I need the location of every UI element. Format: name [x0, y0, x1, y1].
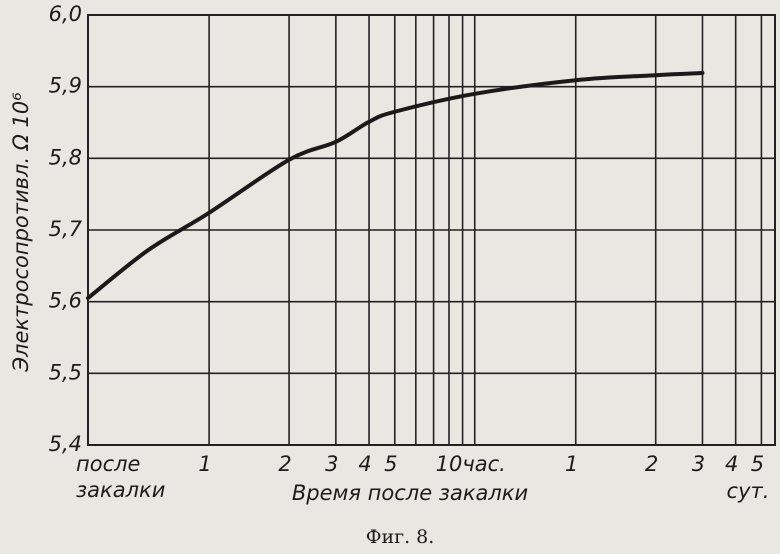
chart-title: Фиг. 8.: [366, 526, 435, 548]
y-tick-label: 5,9: [49, 74, 82, 98]
y-tick-label: 6,0: [49, 2, 82, 26]
y-tick-label: 5,5: [49, 360, 82, 384]
x-tick-label: после закалки: [76, 452, 165, 502]
x-tick-label: 10час.: [436, 452, 506, 476]
x-tick-label: 3: [325, 452, 338, 476]
y-axis-label: Электросопротивл. Ω 10⁶: [9, 92, 33, 372]
x-tick-label: 5: [751, 452, 764, 476]
data-line: [86, 71, 705, 301]
y-tick-label: 5,8: [49, 145, 82, 169]
plot-frame: [87, 14, 776, 446]
x-tick-label: 4: [358, 452, 371, 476]
y-tick-label: 5,4: [49, 432, 82, 456]
x-axis-label: Время после закалки: [292, 481, 528, 505]
x-tick-label: 5: [384, 452, 397, 476]
x-tick-label: 3: [692, 452, 705, 476]
x-tick-label: 2: [278, 452, 291, 476]
x-tick-label: 1: [198, 452, 211, 476]
x-tick-label: 2: [645, 452, 658, 476]
y-tick-label: 5,7: [49, 217, 83, 241]
x-tick-label: 4: [725, 452, 738, 476]
x-unit-label: сут.: [727, 479, 770, 503]
y-tick-label: 5,6: [49, 289, 82, 313]
x-tick-label: 1: [565, 452, 578, 476]
